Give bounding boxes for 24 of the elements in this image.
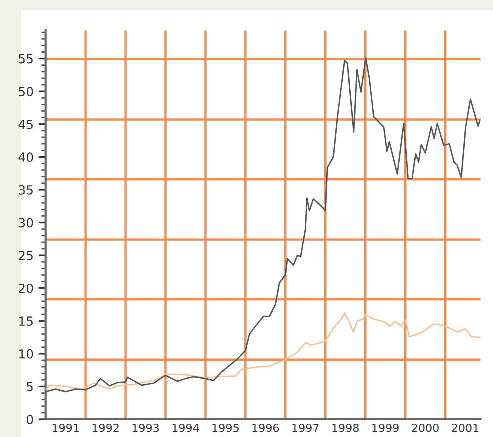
y-tick-label: 25 bbox=[19, 251, 33, 260]
x-tick-label: 1994 bbox=[172, 424, 200, 432]
x-tick-label: 1992 bbox=[92, 424, 119, 432]
y-tick-label: 40 bbox=[18, 152, 34, 162]
y-tick-label: 0 bbox=[26, 414, 34, 424]
y-tick-label: 20 bbox=[19, 284, 34, 294]
line-series bbox=[46, 312, 481, 391]
x-tick-label: 1999 bbox=[372, 424, 399, 432]
x-tick-label: 1998 bbox=[332, 424, 359, 432]
y-tick-label: 50 bbox=[19, 87, 34, 97]
y-tick-label: 35 bbox=[19, 185, 33, 195]
x-tick-label: 1995 bbox=[212, 424, 239, 432]
y-tick-label: 45 bbox=[18, 120, 33, 130]
x-tick-label: 1991 bbox=[52, 424, 79, 432]
y-tick-label: 30 bbox=[19, 218, 34, 228]
y-tick-label: 55 bbox=[19, 54, 33, 64]
x-tick-label: 2000 bbox=[412, 424, 439, 432]
y-tick-label: 15 bbox=[20, 316, 33, 326]
x-tick-label: 2001 bbox=[452, 424, 479, 432]
x-tick-label: 1997 bbox=[292, 424, 319, 432]
y-tick-label: 10 bbox=[20, 349, 34, 359]
x-tick-label: 1993 bbox=[132, 424, 160, 432]
x-tick-label: 1996 bbox=[252, 424, 280, 432]
y-tick-label: 5 bbox=[27, 382, 33, 392]
